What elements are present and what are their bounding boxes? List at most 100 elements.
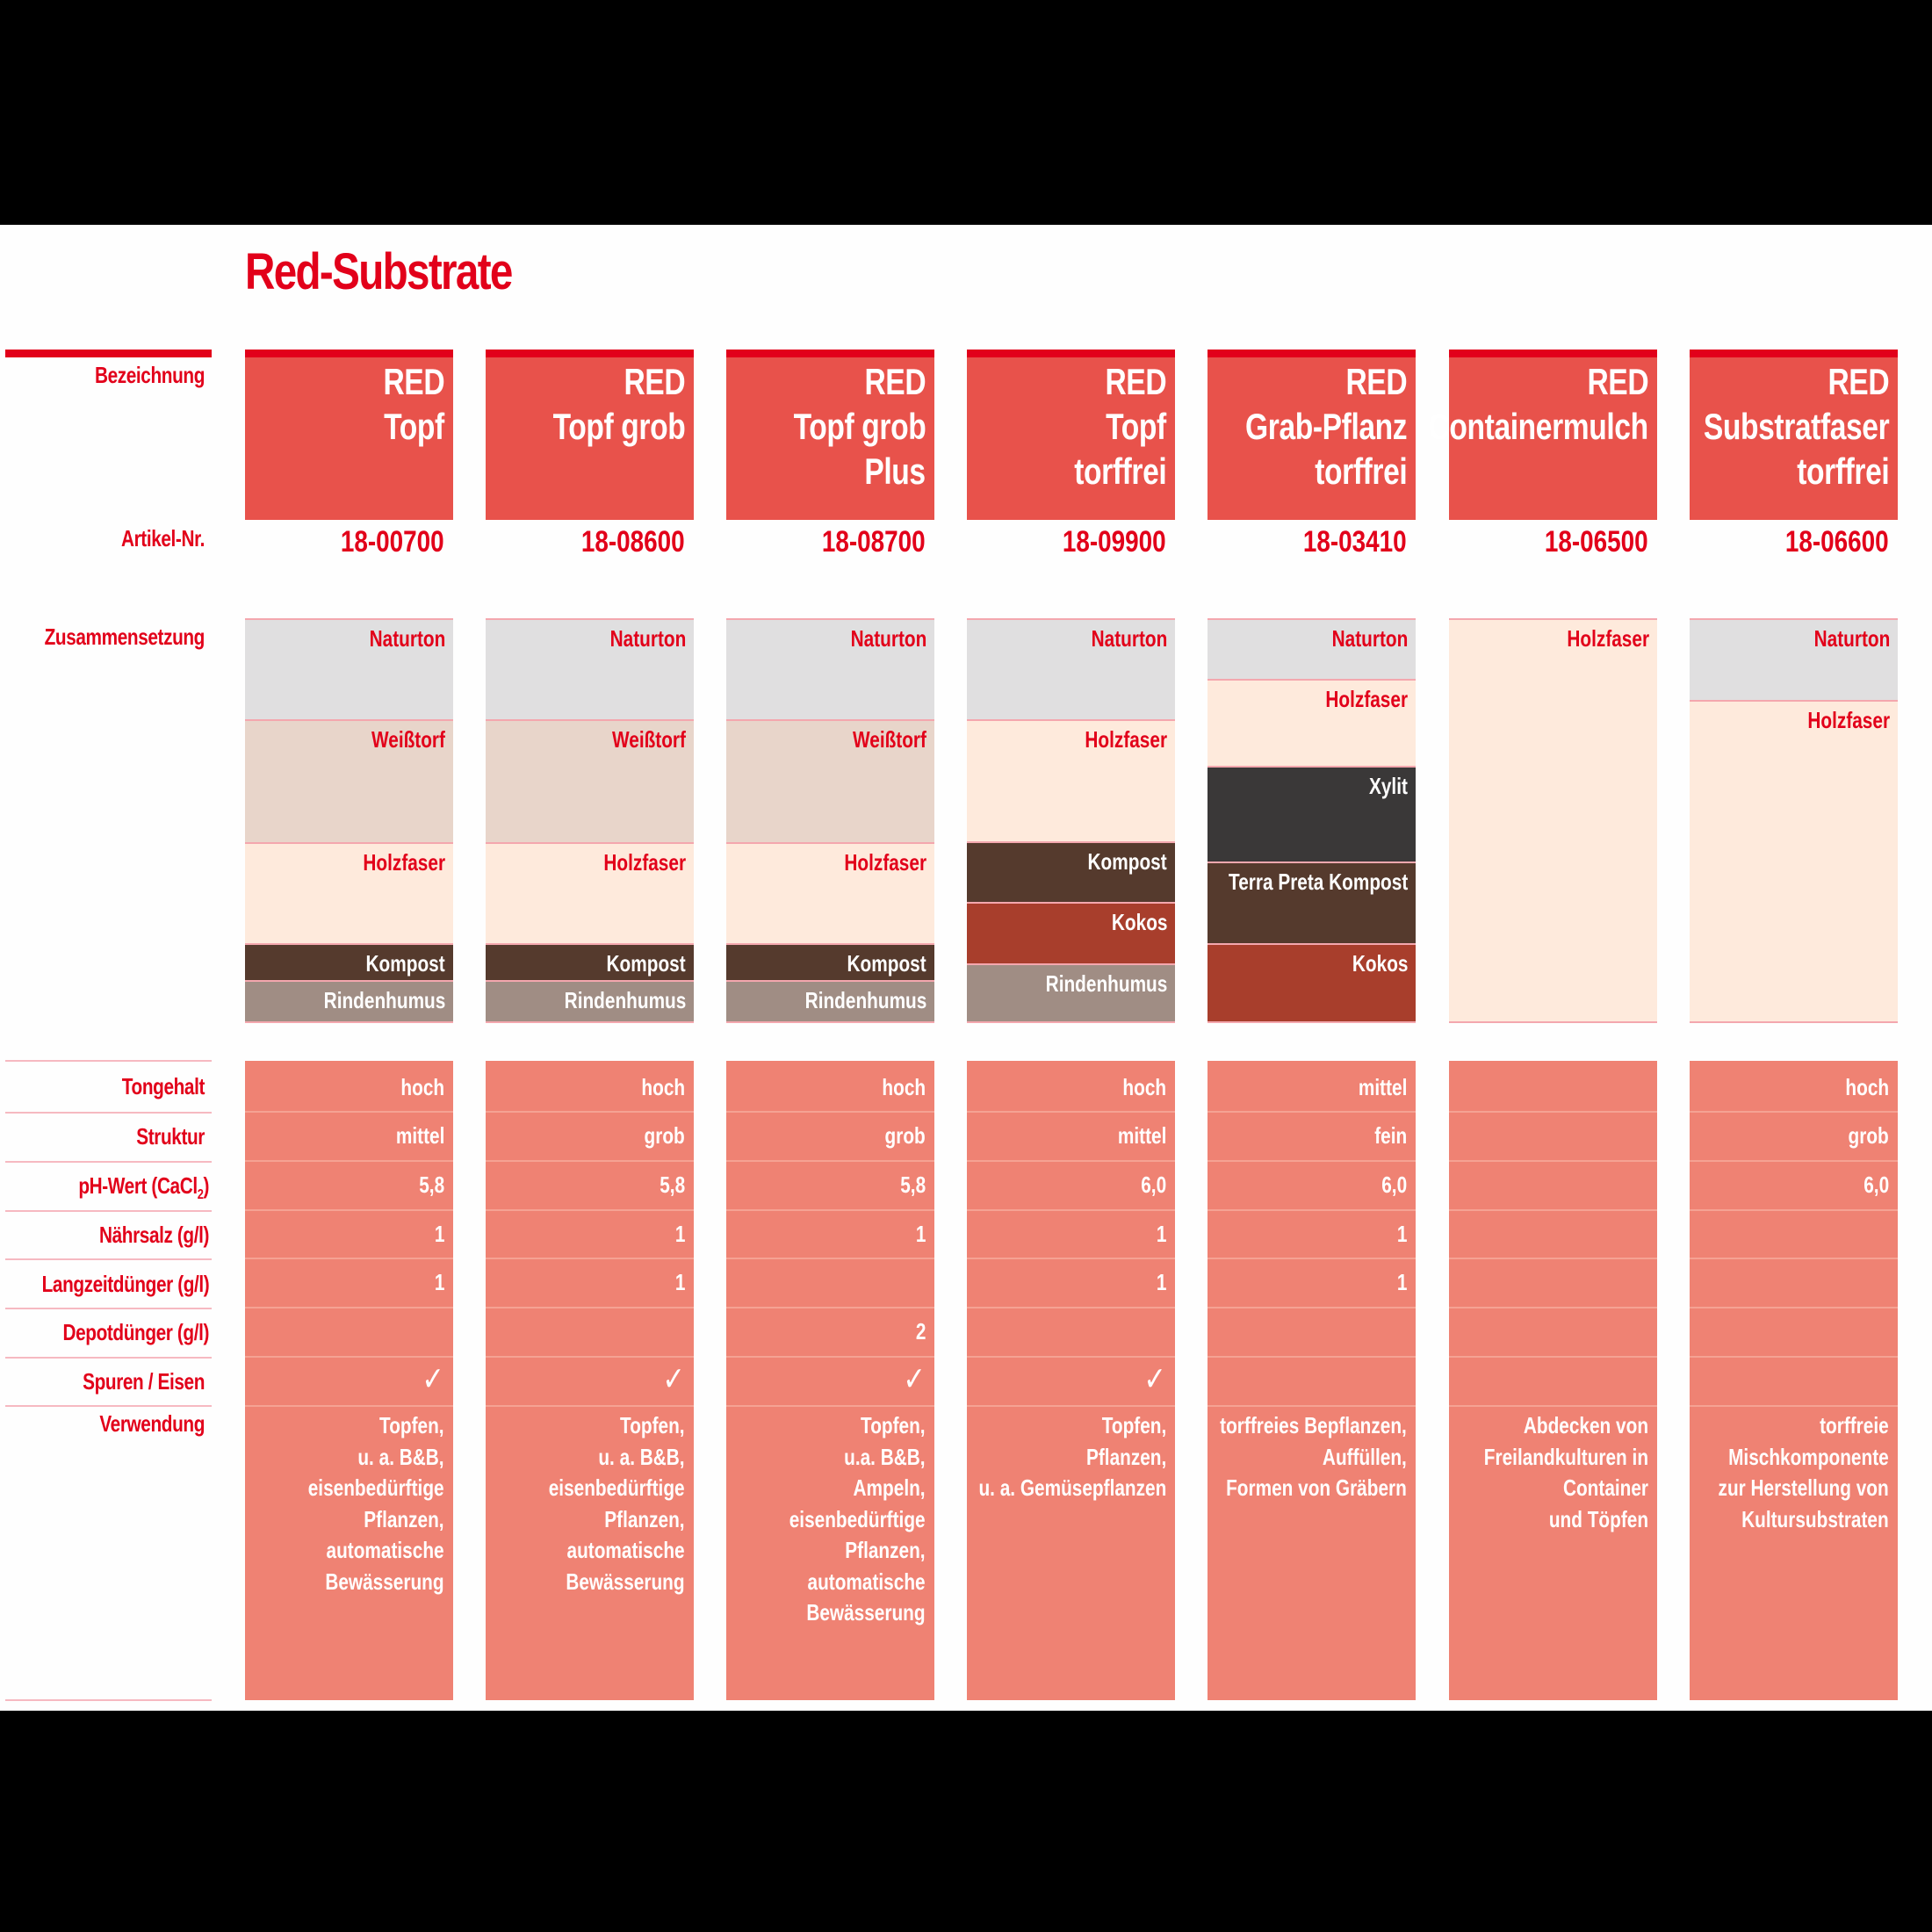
property-value: hoch — [1845, 1074, 1889, 1100]
composition-stack: Naturton Weißtorf Holzfaser Kompost Rindenhu… — [486, 618, 694, 1023]
label-ph-wert: pH-Wert (CaCl2) — [78, 1172, 209, 1203]
composition-layer: Holzfaser — [1449, 620, 1657, 1023]
label-naehrsalz: Nährsalz (g/l) — [98, 1222, 209, 1248]
property-cell-struktur — [1449, 1113, 1657, 1162]
article-number: 18-06600 — [1785, 525, 1889, 559]
usage-line: Container — [1562, 1474, 1648, 1501]
product-name-line: Grab-Pflanz — [1244, 406, 1408, 447]
usage-line: Topfen, — [1101, 1412, 1166, 1438]
product-name-line: Topf — [1106, 406, 1166, 447]
property-value: 5,8 — [900, 1171, 926, 1198]
usage-line: eisenbedürftige — [549, 1474, 685, 1501]
composition-stack: Holzfaser — [1449, 618, 1657, 1023]
property-value: 1 — [1396, 1269, 1407, 1295]
product-name-line: RED — [624, 361, 685, 402]
layer-label: Weißtorf — [853, 726, 926, 753]
checkmark-icon: ✓ — [903, 1361, 926, 1398]
property-value: 1 — [674, 1269, 685, 1295]
layer-label: Rindenhumus — [564, 987, 686, 1013]
layer-label: Kompost — [847, 950, 926, 977]
composition-layer: Holzfaser — [245, 844, 453, 945]
usage-line: Abdecken von — [1523, 1412, 1648, 1438]
layer-label: Holzfaser — [363, 849, 445, 876]
layer-label: Kompost — [365, 950, 445, 977]
usage-line: torffreies Bepflanzen, — [1220, 1412, 1407, 1438]
usage-text: torffreie Mischkomponente zur Herstellung … — [1719, 1410, 1889, 1535]
product-name-line: Plus — [864, 451, 926, 492]
property-cell-depotduenger — [1208, 1308, 1416, 1358]
divider — [5, 1699, 212, 1701]
usage-line: Kultursubstraten — [1741, 1505, 1889, 1532]
usage-text: torffreies Bepflanzen, Auffüllen, Formen v… — [1220, 1410, 1407, 1504]
usage-line: Pflanzen, — [364, 1505, 444, 1532]
layer-label: Holzfaser — [1807, 707, 1890, 733]
product-header: RED Topf — [245, 350, 453, 520]
page-title: Red-Substrate — [245, 243, 513, 300]
composition-layer: Naturton — [1208, 620, 1416, 681]
layer-label: Holzfaser — [603, 849, 686, 876]
property-value: 6,0 — [1141, 1171, 1166, 1198]
property-value: 5,8 — [660, 1171, 685, 1198]
composition-layer: Holzfaser — [726, 844, 934, 945]
property-cell-langzeitduenger: 1 — [1208, 1259, 1416, 1308]
product-name-line: Topf — [384, 406, 444, 447]
property-value: mittel — [395, 1122, 444, 1149]
divider — [5, 1060, 212, 1062]
usage-line: Mischkomponente — [1728, 1443, 1889, 1470]
divider — [5, 1258, 212, 1260]
property-cell-depotduenger — [486, 1308, 694, 1358]
product-name-line: Substratfaser — [1703, 406, 1890, 447]
composition-stack: Naturton Holzfaser Kompost Kokos Rindenhumus — [967, 618, 1175, 1023]
substrate-comparison-sheet: Red-Substrate Bezeichnung Artikel-Nr. Zu… — [0, 225, 1932, 1711]
composition-layer: Kompost — [245, 945, 453, 982]
usage-line: Auffüllen, — [1323, 1443, 1407, 1470]
property-cell-naehrsalz — [1449, 1211, 1657, 1259]
property-cell-depotduenger — [967, 1308, 1175, 1358]
usage-line: Formen von Gräbern — [1226, 1474, 1407, 1501]
property-cell-tongehalt: hoch — [726, 1061, 934, 1113]
usage-line: und Töpfen — [1548, 1505, 1648, 1532]
property-cell-spuren_eisen — [1449, 1358, 1657, 1407]
property-cell-naehrsalz: 1 — [967, 1211, 1175, 1259]
property-cell-tongehalt: hoch — [967, 1061, 1175, 1113]
article-number: 18-08700 — [822, 525, 926, 559]
composition-layer: Naturton — [486, 620, 694, 721]
composition-layer: Rindenhumus — [967, 965, 1175, 1023]
divider — [5, 1112, 212, 1114]
composition-layer: Rindenhumus — [726, 982, 934, 1023]
usage-line: automatische — [807, 1568, 926, 1595]
product-name-line: torffrei — [1796, 451, 1889, 492]
layer-label: Holzfaser — [844, 849, 926, 876]
usage-line: zur Herstellung von — [1718, 1474, 1889, 1501]
layer-label: Naturton — [1331, 625, 1408, 652]
usage-line: automatische — [326, 1537, 444, 1563]
layer-label: Rindenhumus — [804, 987, 926, 1013]
layer-label: Kokos — [1111, 909, 1167, 935]
property-cell-langzeitduenger: 1 — [486, 1259, 694, 1308]
property-cell-depotduenger — [1690, 1308, 1898, 1358]
property-value: 1 — [434, 1269, 444, 1295]
usage-line: Freilandkulturen in — [1483, 1443, 1648, 1470]
composition-layer: Holzfaser — [1208, 681, 1416, 768]
product-name-line: RED — [383, 361, 444, 402]
property-cell-struktur: grob — [1690, 1113, 1898, 1162]
composition-layer: Naturton — [726, 620, 934, 721]
usage-text: Topfen, u. a. B&B, eisenbedürftige Pflanzen… — [308, 1410, 444, 1597]
product-name-line: RED — [864, 361, 926, 402]
property-cell-naehrsalz: 1 — [1208, 1211, 1416, 1259]
product-name-line: Topf grob — [793, 406, 926, 447]
layer-label: Kompost — [1087, 848, 1167, 875]
property-cell-ph: 6,0 — [967, 1162, 1175, 1211]
layer-label: Rindenhumus — [323, 987, 445, 1013]
product-name-line: Containermulch — [1428, 406, 1649, 447]
usage-line: eisenbedürftige — [308, 1474, 444, 1501]
divider — [5, 1161, 212, 1163]
layer-label: Kokos — [1352, 950, 1408, 977]
composition-layer: Weißtorf — [486, 721, 694, 844]
usage-line: eisenbedürftige — [789, 1505, 926, 1532]
divider — [5, 1210, 212, 1212]
property-cell-naehrsalz — [1690, 1211, 1898, 1259]
composition-layer: Rindenhumus — [486, 982, 694, 1023]
property-cell-depotduenger — [1449, 1308, 1657, 1358]
property-cell-langzeitduenger: 1 — [967, 1259, 1175, 1308]
